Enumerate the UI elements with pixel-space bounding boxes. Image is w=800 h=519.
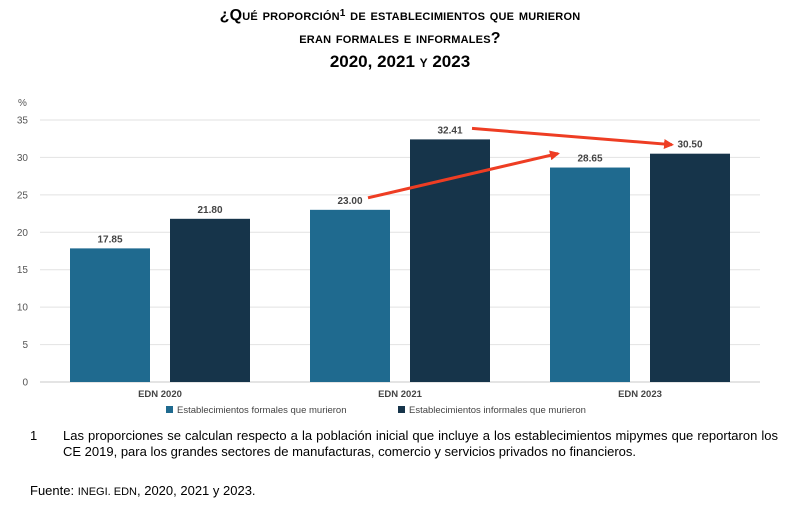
- data-label: 32.41: [437, 125, 462, 136]
- title-line-2: eran formales e informales?: [299, 30, 501, 47]
- title-line-3: 2020, 2021 y 2023: [329, 52, 471, 71]
- bar-informales-1: [410, 139, 490, 382]
- y-tick-label: 30: [17, 153, 29, 164]
- legend-swatch: [166, 406, 173, 413]
- trend-arrows: [367, 126, 674, 200]
- legend-swatch: [398, 406, 405, 413]
- data-label: 17.85: [97, 234, 122, 245]
- y-axis-label: %: [18, 98, 27, 109]
- footnote-text: Las proporciones se calculan respecto a …: [63, 428, 778, 459]
- footnote-number: 1: [30, 428, 38, 443]
- title-line-1-end: de establecimientos que murieron: [345, 7, 581, 24]
- bar-formales-1: [310, 209, 390, 382]
- footnote-marker: 1: [339, 8, 346, 19]
- x-tick-label: EDN 2021: [378, 389, 423, 400]
- legend-label: Establecimientos formales que murieron: [177, 405, 347, 416]
- y-tick-label: 0: [22, 378, 28, 389]
- source-note: Fuente: INEGI. EDN, 2020, 2021 y 2023.: [30, 483, 256, 498]
- title-line-1: ¿Qué proporción1 de establecimientos que…: [0, 4, 800, 27]
- gridlines: [40, 119, 760, 383]
- y-tick-label: 15: [17, 265, 29, 276]
- bars: 17.85 21.80 23.00 32.41 28.65 30.50: [70, 125, 730, 382]
- legend: Establecimientos formales que murieron Es…: [166, 405, 586, 416]
- y-tick-label: 5: [22, 340, 28, 351]
- arrow-formales: [367, 150, 560, 200]
- source-years: , 2020, 2021 y 2023.: [137, 483, 256, 498]
- x-tick-label: EDN 2023: [618, 389, 662, 400]
- x-axis: EDN 2020 EDN 2021 EDN 2023: [138, 389, 662, 400]
- data-label: 30.50: [677, 140, 702, 151]
- data-label: 23.00: [337, 196, 362, 207]
- y-tick-label: 20: [17, 228, 29, 239]
- footnote: 1 Las proporciones se calculan respecto …: [30, 428, 778, 459]
- source-org: INEGI. EDN: [77, 486, 137, 498]
- legend-label: Establecimientos informales que murieron: [409, 405, 586, 416]
- y-tick-label: 25: [17, 190, 29, 201]
- x-tick-label: EDN 2020: [138, 389, 182, 400]
- data-label: 21.80: [197, 205, 222, 216]
- y-axis: % 0 5 10 15 20 25 30 35: [17, 98, 29, 389]
- data-label: 28.65: [577, 154, 602, 165]
- arrow-informales: [471, 126, 674, 150]
- y-tick-label: 35: [17, 116, 29, 127]
- bar-informales-0: [170, 218, 250, 382]
- bar-formales-2: [550, 167, 630, 382]
- bar-formales-0: [70, 248, 150, 382]
- chart-title: ¿Qué proporción1 de establecimientos que…: [0, 4, 800, 73]
- y-tick-label: 10: [17, 303, 29, 314]
- source-label: Fuente:: [30, 483, 78, 498]
- title-line-1-start: ¿Qué proporción: [219, 7, 340, 24]
- bar-informales-2: [650, 153, 730, 382]
